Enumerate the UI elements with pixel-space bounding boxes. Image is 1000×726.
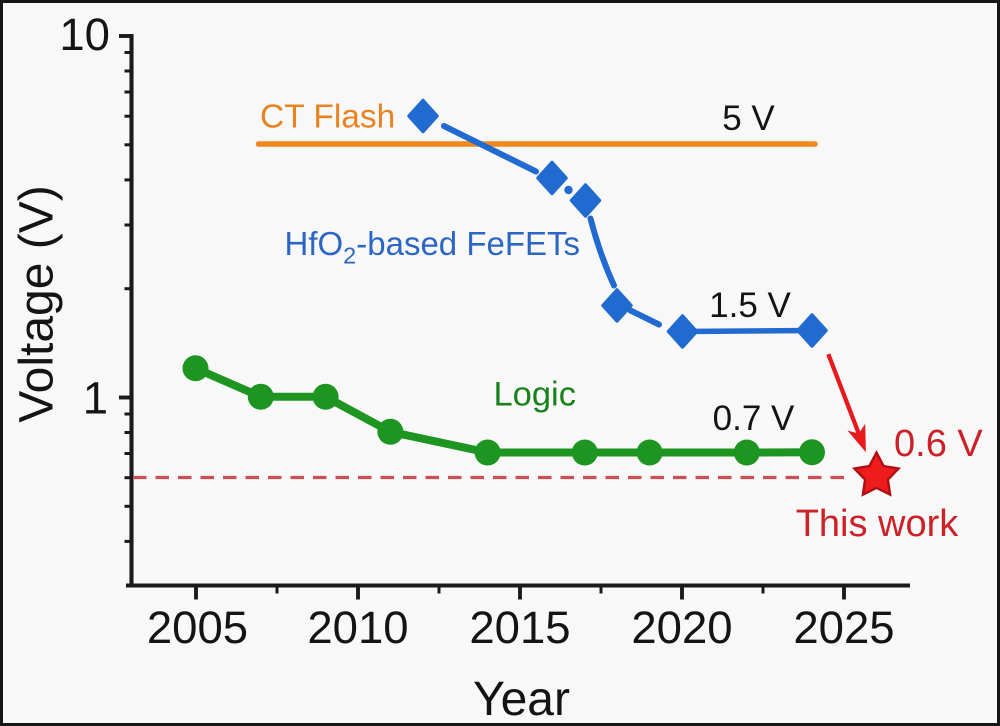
svg-text:0.6 V: 0.6 V	[894, 423, 983, 465]
svg-text:HfO2-based FeFETs: HfO2-based FeFETs	[285, 225, 581, 269]
svg-text:2005: 2005	[147, 602, 248, 653]
svg-text:CT Flash: CT Flash	[260, 99, 395, 136]
svg-text:This work: This work	[796, 503, 960, 545]
svg-text:Voltage (V): Voltage (V)	[11, 185, 64, 422]
svg-text:2025: 2025	[793, 602, 894, 653]
svg-text:Logic: Logic	[494, 376, 576, 414]
svg-text:Year: Year	[473, 673, 570, 726]
svg-text:0.7 V: 0.7 V	[713, 399, 795, 438]
svg-text:10: 10	[59, 9, 110, 60]
svg-text:1.5 V: 1.5 V	[709, 286, 791, 325]
svg-text:2015: 2015	[469, 602, 570, 653]
svg-text:2010: 2010	[307, 602, 408, 653]
svg-text:5 V: 5 V	[722, 99, 775, 138]
svg-text:2020: 2020	[631, 602, 732, 653]
svg-text:1: 1	[83, 373, 108, 424]
